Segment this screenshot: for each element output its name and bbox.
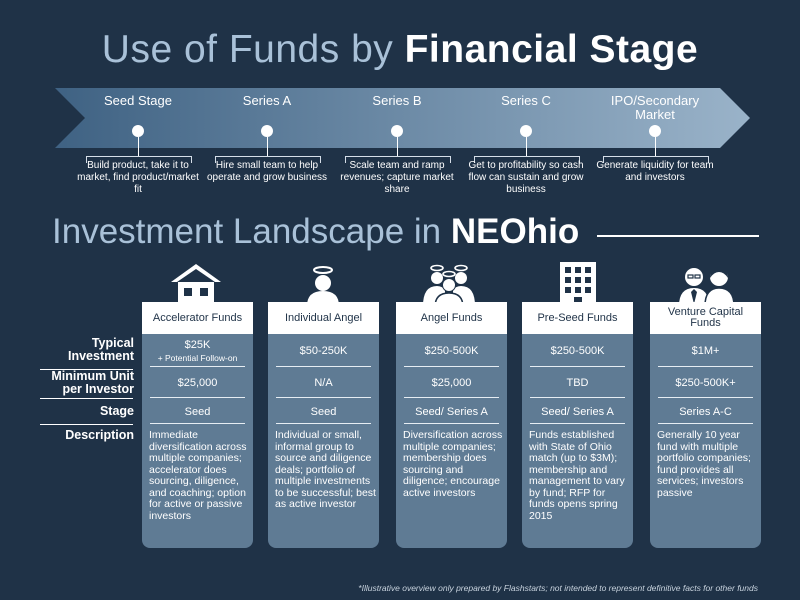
row-divider	[40, 369, 133, 370]
fund-column-body	[396, 334, 507, 548]
angel-group-icon	[423, 264, 475, 307]
stage-series-c-desc: Get to profitability so cash flow can su…	[468, 160, 584, 195]
fund-column-body	[522, 334, 633, 548]
stage-marker	[261, 125, 273, 137]
fund-column-individual-angel: Individual Angel $50-250K N/A Seed Indiv…	[268, 302, 379, 548]
fund-unit: $25,000	[431, 377, 472, 389]
fund-unit: $25,000	[177, 377, 218, 389]
stage-bracket	[215, 156, 321, 163]
stage-series-c-label: Series C	[501, 93, 551, 108]
cell-divider	[530, 397, 625, 398]
cell-divider	[276, 366, 371, 367]
cell-divider	[404, 397, 499, 398]
fund-name: Pre-Seed Funds	[522, 302, 633, 334]
fund-investment: $1M+	[691, 345, 720, 357]
footnote: *Illustrative overview only prepared by …	[358, 583, 758, 593]
stage-marker	[520, 125, 532, 137]
fund-stage: Seed	[184, 406, 211, 418]
fund-column-venture-capital: Venture Capital Funds $1M+ $250-500K+ Se…	[650, 302, 761, 548]
fund-unit: $250-500K+	[675, 377, 736, 389]
row-label-unit: Minimum Unit per Investor	[51, 369, 134, 396]
fund-name: Venture Capital Funds	[650, 302, 761, 334]
row-label-investment: Typical Investment	[68, 336, 134, 363]
cell-divider	[530, 423, 625, 424]
fund-column-body	[268, 334, 379, 548]
business-people-icon	[679, 267, 735, 306]
fund-investment: $250-500K	[424, 345, 479, 357]
row-divider	[40, 424, 133, 425]
fund-name: Angel Funds	[396, 302, 507, 334]
stage-bracket	[345, 156, 451, 163]
fund-investment-note: + Potential Follow-on	[157, 353, 238, 363]
cell-divider	[276, 397, 371, 398]
row-divider	[40, 398, 133, 399]
stage-bracket	[86, 156, 192, 163]
stage-series-a-label: Series A	[242, 93, 292, 108]
stage-marker	[132, 125, 144, 137]
fund-column-angel-funds: Angel Funds $250-500K $25,000 Seed/ Seri…	[396, 302, 507, 548]
stage-seed-desc: Build product, take it to market, find p…	[77, 160, 199, 195]
stage-ipo-desc: Generate liquidity for team and investor…	[596, 160, 714, 183]
cell-divider	[404, 423, 499, 424]
stage-connector	[267, 137, 268, 157]
fund-name: Individual Angel	[268, 302, 379, 334]
fund-description: Diversification across multiple companie…	[403, 429, 503, 499]
fund-investment: $25K	[184, 339, 211, 351]
fund-stage: Seed/ Series A	[541, 406, 614, 418]
fund-unit: N/A	[314, 377, 333, 389]
stage-series-b-label: Series B	[372, 93, 422, 108]
angel-icon	[307, 266, 339, 306]
stage-series-b-desc: Scale team and ramp revenues; capture ma…	[340, 160, 454, 195]
stage-marker	[391, 125, 403, 137]
fund-stage: Seed/ Series A	[415, 406, 488, 418]
fund-stage: Seed	[310, 406, 337, 418]
page-title: Use of Funds by Financial Stage	[101, 28, 699, 71]
cell-divider	[658, 366, 753, 367]
stage-connector	[397, 137, 398, 157]
stage-series-a-desc: Hire small team to help operate and grow…	[206, 160, 328, 183]
stage-seed-label: Seed Stage	[104, 93, 172, 108]
fund-column-body	[650, 334, 761, 548]
cell-divider	[150, 423, 245, 424]
stage-connector	[138, 137, 139, 157]
stage-connector	[655, 137, 656, 157]
fund-description: Individual or small, informal group to s…	[275, 429, 376, 510]
fund-description: Funds established with State of Ohio mat…	[529, 429, 625, 522]
fund-description: Immediate diversification across multipl…	[149, 429, 247, 522]
fund-stage: Series A-C	[679, 406, 732, 418]
fund-investment: $250-500K	[550, 345, 605, 357]
fund-column-body	[142, 334, 253, 548]
section-title: Investment Landscape in NEOhio	[52, 212, 580, 251]
house-icon	[171, 264, 221, 304]
stage-ipo-label: IPO/Secondary Market	[610, 93, 700, 122]
stage-bracket	[603, 156, 709, 163]
title-rule	[597, 235, 759, 237]
row-label-stage: Stage	[99, 404, 134, 418]
fund-column-pre-seed: Pre-Seed Funds $250-500K TBD Seed/ Serie…	[522, 302, 633, 548]
fund-column-accelerator: Accelerator Funds $25K + Potential Follo…	[142, 302, 253, 548]
stage-connector	[526, 137, 527, 157]
stage-marker	[649, 125, 661, 137]
cell-divider	[658, 423, 753, 424]
cell-divider	[530, 366, 625, 367]
stage-bracket	[474, 156, 580, 163]
building-icon	[560, 262, 596, 306]
stage-arrow-band	[55, 88, 750, 148]
fund-name: Accelerator Funds	[142, 302, 253, 334]
fund-description: Generally 10 year fund with multiple por…	[657, 429, 751, 499]
fund-unit: TBD	[566, 377, 589, 389]
cell-divider	[404, 366, 499, 367]
row-label-description: Description	[65, 428, 134, 442]
cell-divider	[150, 397, 245, 398]
cell-divider	[150, 366, 245, 367]
cell-divider	[658, 397, 753, 398]
fund-investment: $50-250K	[299, 345, 348, 357]
cell-divider	[276, 423, 371, 424]
